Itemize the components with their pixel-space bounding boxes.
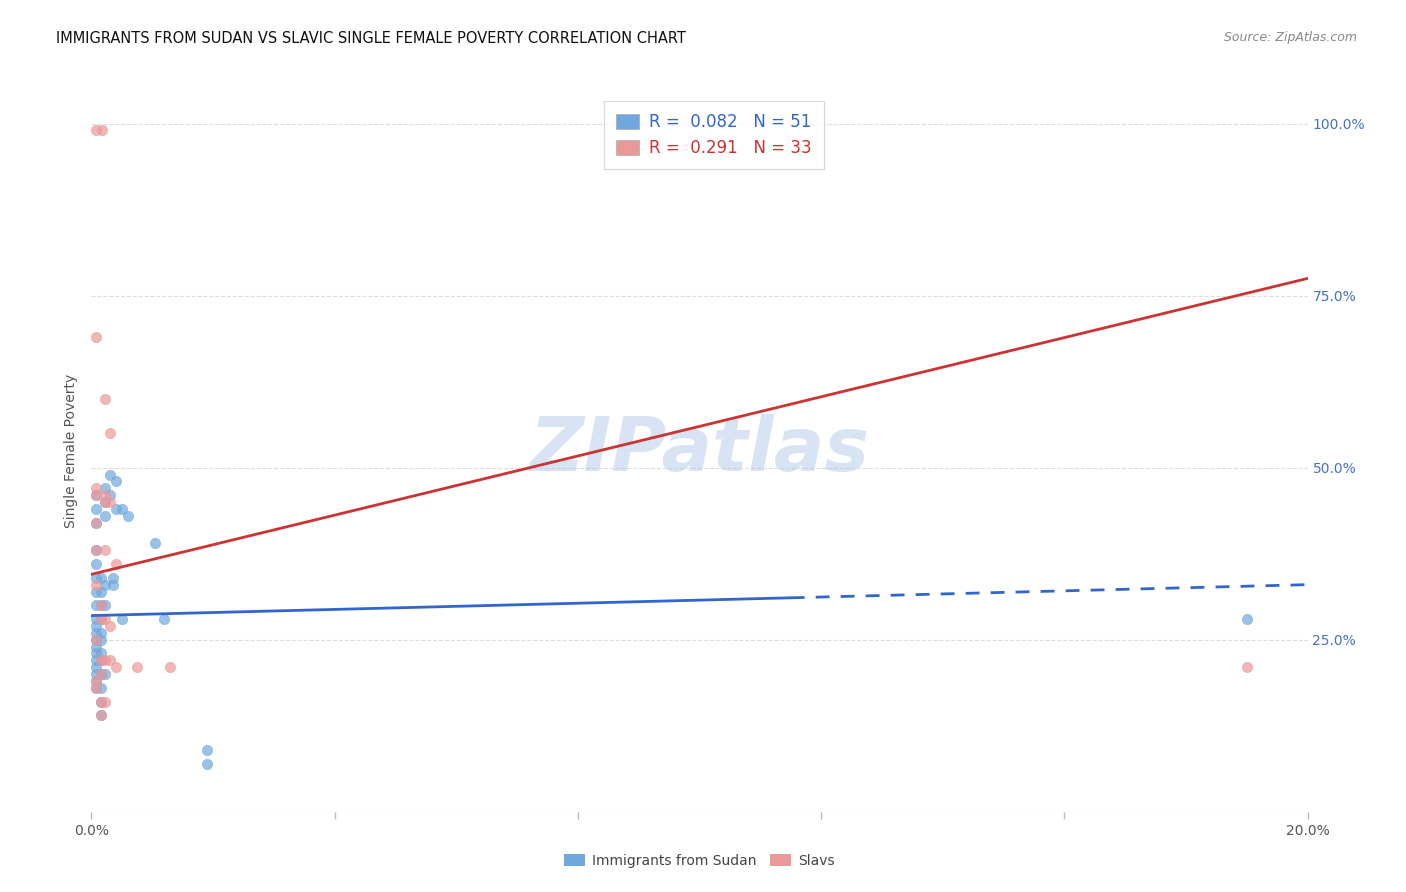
Point bbox=[94, 481, 117, 495]
Point bbox=[104, 660, 127, 674]
Point bbox=[84, 619, 107, 633]
Point bbox=[84, 673, 107, 688]
Point bbox=[98, 467, 121, 482]
Point bbox=[84, 667, 107, 681]
Point bbox=[89, 599, 111, 613]
Point bbox=[84, 330, 107, 344]
Point bbox=[84, 647, 107, 661]
Point bbox=[94, 543, 117, 558]
Point bbox=[84, 632, 107, 647]
Point bbox=[101, 571, 124, 585]
Point bbox=[84, 516, 107, 530]
Point bbox=[104, 502, 127, 516]
Point bbox=[98, 619, 121, 633]
Point bbox=[84, 123, 107, 137]
Point bbox=[84, 543, 107, 558]
Point bbox=[94, 695, 117, 709]
Point bbox=[89, 632, 111, 647]
Point bbox=[84, 516, 107, 530]
Point bbox=[111, 612, 134, 626]
Point bbox=[89, 681, 111, 695]
Point bbox=[89, 584, 111, 599]
Y-axis label: Single Female Poverty: Single Female Poverty bbox=[65, 374, 79, 527]
Text: Source: ZipAtlas.com: Source: ZipAtlas.com bbox=[1223, 31, 1357, 45]
Point bbox=[1236, 660, 1258, 674]
Point bbox=[89, 625, 111, 640]
Point bbox=[84, 488, 107, 502]
Point bbox=[84, 488, 107, 502]
Point bbox=[89, 695, 111, 709]
Point bbox=[153, 612, 176, 626]
Point bbox=[98, 495, 121, 509]
Point bbox=[111, 502, 134, 516]
Point bbox=[125, 660, 148, 674]
Point bbox=[91, 123, 114, 137]
Point bbox=[94, 612, 117, 626]
Point bbox=[89, 653, 111, 667]
Point bbox=[104, 475, 127, 489]
Point bbox=[84, 612, 107, 626]
Text: IMMIGRANTS FROM SUDAN VS SLAVIC SINGLE FEMALE POVERTY CORRELATION CHART: IMMIGRANTS FROM SUDAN VS SLAVIC SINGLE F… bbox=[56, 31, 686, 46]
Point bbox=[84, 625, 107, 640]
Point bbox=[117, 508, 139, 523]
Point bbox=[98, 653, 121, 667]
Point bbox=[84, 584, 107, 599]
Legend: Immigrants from Sudan, Slavs: Immigrants from Sudan, Slavs bbox=[558, 848, 841, 873]
Point bbox=[84, 681, 107, 695]
Point bbox=[94, 667, 117, 681]
Point bbox=[84, 557, 107, 571]
Point bbox=[89, 647, 111, 661]
Point bbox=[1236, 612, 1258, 626]
Point bbox=[89, 667, 111, 681]
Point bbox=[94, 495, 117, 509]
Point bbox=[89, 612, 111, 626]
Point bbox=[84, 571, 107, 585]
Point bbox=[89, 667, 111, 681]
Point bbox=[94, 653, 117, 667]
Point bbox=[84, 502, 107, 516]
Point bbox=[84, 681, 107, 695]
Point bbox=[89, 708, 111, 723]
Point bbox=[195, 743, 218, 757]
Point bbox=[94, 495, 117, 509]
Point bbox=[84, 577, 107, 591]
Point bbox=[101, 577, 124, 591]
Point bbox=[84, 640, 107, 654]
Point bbox=[89, 599, 111, 613]
Point bbox=[84, 660, 107, 674]
Point bbox=[89, 612, 111, 626]
Text: ZIPatlas: ZIPatlas bbox=[530, 414, 869, 487]
Point bbox=[84, 673, 107, 688]
Point bbox=[84, 653, 107, 667]
Point bbox=[84, 632, 107, 647]
Point bbox=[94, 392, 117, 406]
Point bbox=[84, 543, 107, 558]
Point bbox=[98, 426, 121, 441]
Point bbox=[89, 708, 111, 723]
Point bbox=[159, 660, 181, 674]
Point bbox=[143, 536, 166, 550]
Point bbox=[94, 599, 117, 613]
Point bbox=[104, 557, 127, 571]
Point bbox=[89, 653, 111, 667]
Point bbox=[84, 481, 107, 495]
Point bbox=[89, 571, 111, 585]
Point bbox=[84, 599, 107, 613]
Point bbox=[98, 488, 121, 502]
Point bbox=[89, 695, 111, 709]
Point bbox=[94, 508, 117, 523]
Point bbox=[94, 488, 117, 502]
Point bbox=[94, 577, 117, 591]
Point bbox=[195, 756, 218, 771]
